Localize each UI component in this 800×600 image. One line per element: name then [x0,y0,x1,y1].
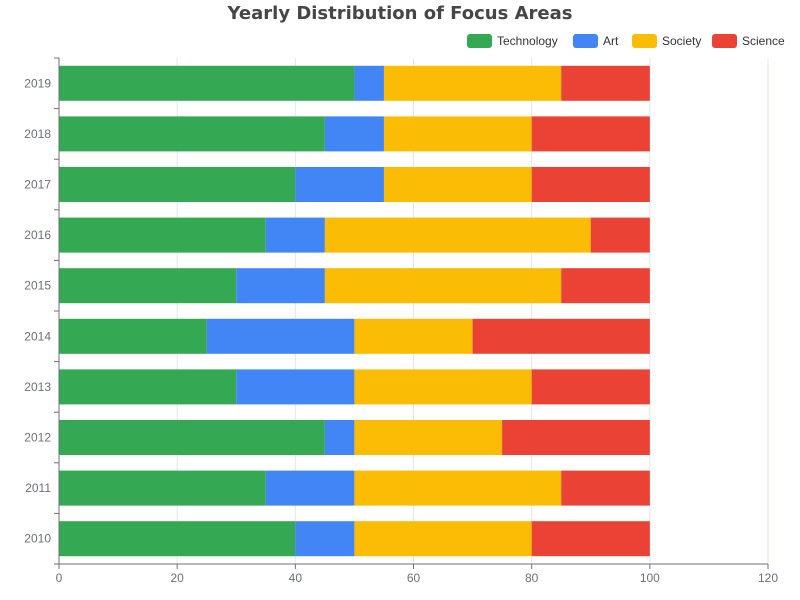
bar-segment-technology-2016[interactable] [59,217,266,253]
y-tick-label: 2012 [24,431,51,445]
axes: 0 20 40 60 80 100 120 2010 2011 2012 2013 2014 2015 2… [24,57,778,585]
y-tick-label: 2019 [24,76,51,90]
bar-segment-art-2014[interactable] [206,318,355,354]
y-tick-label: 2011 [25,481,51,495]
y-tick-label: 2016 [24,228,51,242]
bar-segment-science-2019[interactable] [561,65,650,101]
x-tick-label: 20 [170,571,184,585]
y-tick-label: 2013 [24,380,51,394]
bar-segment-technology-2018[interactable] [59,116,325,152]
legend-label-science[interactable]: Science [742,34,785,48]
legend-label-art[interactable]: Art [603,34,619,48]
bar-segment-science-2017[interactable] [531,167,650,202]
bar-segment-art-2019[interactable] [354,65,384,101]
y-tick-label: 2017 [24,178,51,192]
bar-segment-art-2017[interactable] [295,167,384,202]
bar-segment-technology-2011[interactable] [59,470,266,506]
bar-segment-technology-2010[interactable] [59,521,296,557]
y-tick-label: 2010 [24,532,51,546]
legend-label-society[interactable]: Society [662,34,701,48]
bar-segment-technology-2013[interactable] [59,369,237,405]
bar-segment-technology-2019[interactable] [59,65,355,101]
x-tick-label: 40 [289,571,303,585]
x-tick-label: 60 [407,571,421,585]
bar-segment-society-2018[interactable] [383,116,532,152]
bar-segment-society-2014[interactable] [354,318,473,354]
bar-segment-art-2012[interactable] [324,420,355,455]
bars [59,65,650,557]
bar-segment-society-2017[interactable] [383,167,532,202]
y-tick-label: 2018 [24,127,51,141]
y-tick-label: 2014 [24,329,51,343]
bar-segment-society-2015[interactable] [324,268,562,304]
bar-segment-science-2014[interactable] [472,318,650,354]
bar-segment-society-2011[interactable] [354,470,562,506]
bar-segment-science-2015[interactable] [561,268,650,304]
bar-segment-society-2016[interactable] [324,217,591,253]
legend-swatch-art[interactable] [573,34,598,48]
legend[interactable]: Technology Art Society Science [467,34,785,48]
bar-segment-society-2010[interactable] [354,521,532,557]
y-tick-label: 2015 [24,279,51,293]
bar-segment-art-2010[interactable] [295,521,355,557]
legend-swatch-society[interactable] [632,34,657,48]
bar-segment-science-2011[interactable] [561,470,650,506]
bar-segment-science-2016[interactable] [590,217,650,253]
x-tick-label: 100 [640,571,660,585]
legend-swatch-science[interactable] [712,34,737,48]
bar-segment-art-2018[interactable] [324,116,384,152]
bar-segment-art-2015[interactable] [236,268,325,304]
bar-segment-technology-2012[interactable] [59,420,325,455]
bar-segment-technology-2017[interactable] [59,167,296,202]
bar-segment-society-2019[interactable] [383,65,562,101]
bar-segment-art-2013[interactable] [236,369,355,405]
legend-swatch-technology[interactable] [467,34,492,48]
bar-segment-science-2010[interactable] [531,521,650,557]
x-tick-label: 80 [525,571,539,585]
bar-segment-art-2011[interactable] [265,470,355,506]
bar-segment-science-2013[interactable] [531,369,650,405]
bar-segment-science-2018[interactable] [531,116,650,152]
bar-segment-science-2012[interactable] [502,420,650,455]
bar-segment-society-2013[interactable] [354,369,532,405]
chart-title: Yearly Distribution of Focus Areas [227,3,573,24]
bar-segment-technology-2014[interactable] [59,318,207,354]
bar-segment-art-2016[interactable] [265,217,325,253]
legend-label-technology[interactable]: Technology [497,34,558,48]
bar-segment-technology-2015[interactable] [59,268,237,304]
bar-segment-society-2012[interactable] [354,420,503,455]
x-tick-label: 0 [56,571,63,585]
x-tick-label: 120 [758,571,778,585]
